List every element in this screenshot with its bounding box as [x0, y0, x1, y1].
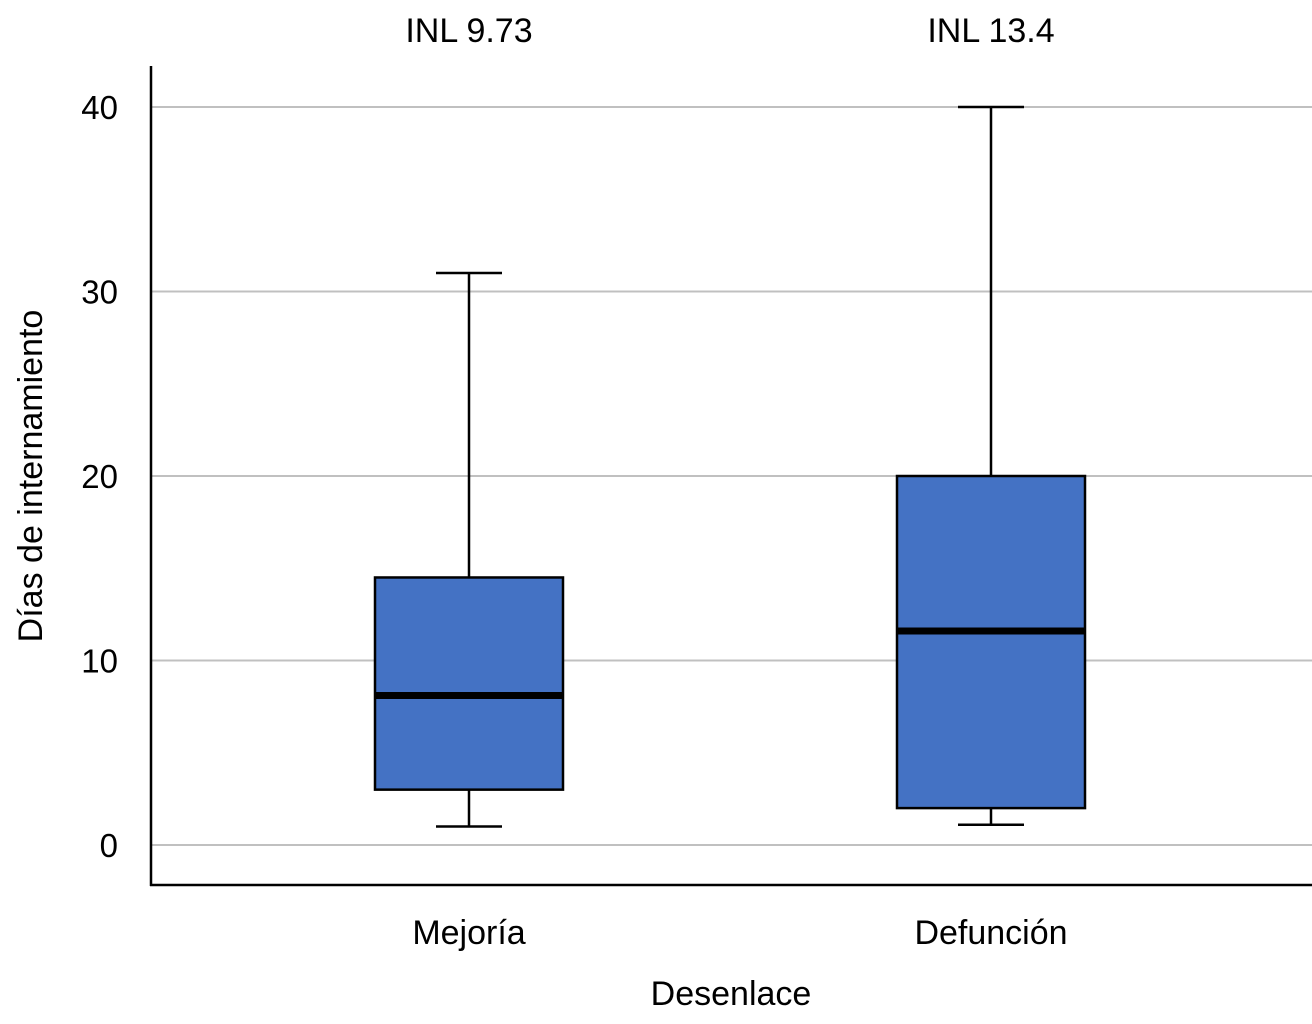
- x-category-label: Defunción: [914, 914, 1067, 952]
- y-tick-label: 0: [100, 827, 118, 864]
- y-tick-label: 20: [81, 458, 118, 495]
- y-tick-label: 30: [81, 274, 118, 311]
- box-mejoria: [373, 271, 565, 828]
- x-category-label: Mejoría: [412, 914, 525, 952]
- boxes: [373, 105, 1087, 828]
- group-annotation: INL 13.4: [927, 12, 1054, 50]
- x-category-labels: Mejoría Defunción: [412, 914, 1067, 952]
- x-axis-label: Desenlace: [651, 975, 812, 1013]
- y-tick-labels: 0 10 20 30 40: [81, 89, 118, 864]
- box-defuncion: [895, 105, 1087, 826]
- gridlines: [151, 106, 1312, 846]
- iqr-box: [373, 576, 565, 791]
- y-tick-label: 10: [81, 643, 118, 680]
- annotations: INL 9.73 INL 13.4: [405, 12, 1054, 50]
- group-annotation: INL 9.73: [405, 12, 532, 50]
- iqr-box: [895, 474, 1087, 810]
- y-axis-label: Días de internamiento: [12, 310, 50, 643]
- y-tick-label: 40: [81, 89, 118, 126]
